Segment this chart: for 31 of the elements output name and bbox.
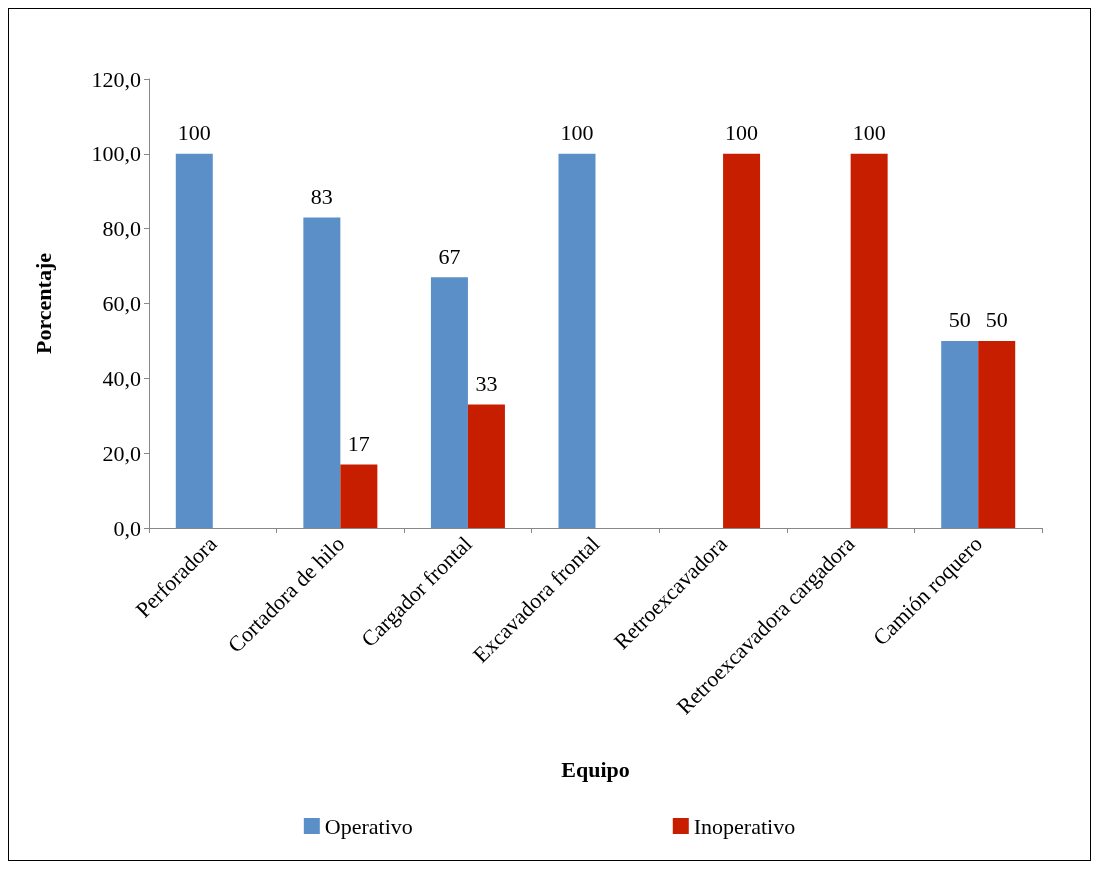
y-tick-label: 100,0	[91, 141, 141, 167]
y-tick-label: 40,0	[102, 365, 141, 391]
bar	[850, 153, 888, 528]
bar	[978, 340, 1016, 528]
bar	[175, 153, 213, 528]
x-axis-title: Equipo	[561, 756, 630, 782]
bar	[303, 217, 341, 528]
data-label: 50	[985, 307, 1008, 333]
bar	[467, 404, 505, 528]
y-tick-label: 0,0	[113, 515, 141, 541]
data-label: 100	[852, 120, 886, 146]
y-tick-label: 60,0	[102, 291, 141, 316]
y-axis-title: Porcentaje	[30, 252, 56, 354]
bar	[941, 340, 979, 528]
bar	[723, 153, 761, 528]
data-label: 100	[725, 120, 759, 146]
data-label: 83	[310, 183, 333, 209]
data-label: 33	[475, 371, 498, 397]
bar	[558, 153, 596, 528]
data-label: 17	[347, 430, 370, 456]
data-label: 100	[560, 120, 594, 146]
bar	[340, 464, 378, 528]
y-tick-label: 80,0	[102, 216, 141, 242]
bar	[430, 277, 468, 528]
y-tick-label: 120,0	[91, 66, 141, 92]
data-label: 100	[177, 120, 211, 146]
legend-label: Inoperativo	[693, 813, 796, 839]
data-label: 67	[438, 243, 461, 269]
legend-label: Operativo	[324, 813, 413, 839]
data-label: 50	[948, 307, 971, 333]
y-tick-label: 20,0	[102, 440, 141, 466]
